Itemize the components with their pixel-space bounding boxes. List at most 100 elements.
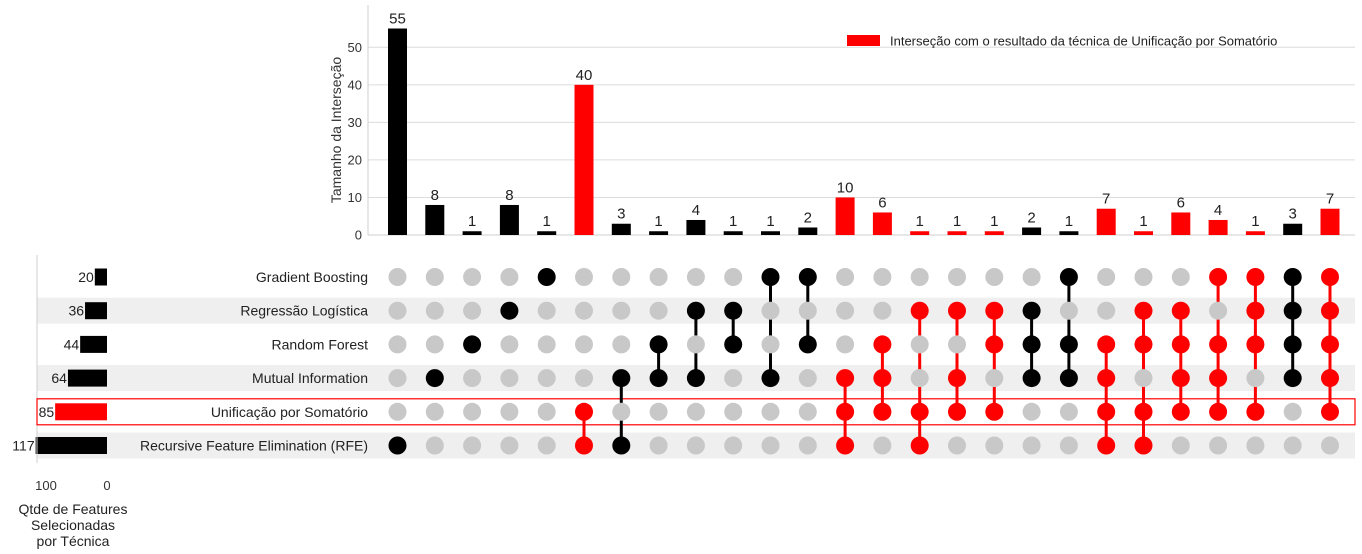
matrix-dot-inactive	[910, 335, 929, 354]
matrix-dot-active	[686, 301, 705, 320]
matrix-dot-active	[1059, 335, 1078, 354]
intersection-bar	[649, 231, 669, 235]
matrix-dot-inactive	[1134, 268, 1153, 286]
matrix-dot-inactive	[985, 436, 1004, 455]
matrix-dot-active	[985, 301, 1004, 320]
highlighted-set-box	[36, 398, 1356, 426]
matrix-dot-inactive	[761, 301, 780, 320]
matrix-dot-inactive	[425, 268, 444, 286]
set-size-labels: 20 36 44 64 85 117	[12, 269, 94, 454]
matrix-dot-active	[425, 369, 444, 388]
matrix-dot-active	[873, 335, 892, 354]
y-tick-label: 50	[348, 40, 362, 55]
intersection-bar	[574, 84, 594, 236]
matrix-dot-inactive	[873, 436, 892, 455]
matrix-dot-inactive	[1321, 436, 1339, 455]
matrix-dot-inactive	[425, 335, 444, 354]
matrix-dot-inactive	[1059, 436, 1078, 455]
intersection-bar	[425, 204, 445, 235]
matrix-dot-inactive	[612, 335, 631, 354]
matrix-dot-inactive	[500, 268, 519, 286]
intersection-bar	[1283, 223, 1303, 235]
y-tick-label: 30	[348, 115, 362, 130]
intersection-bar-label: 3	[1289, 206, 1297, 223]
set-size-axis-title-line: Qtde de Features	[19, 501, 128, 517]
matrix-dot-active	[1171, 335, 1190, 354]
matrix-dot-inactive	[1134, 369, 1153, 388]
matrix-dot-inactive	[1171, 268, 1190, 286]
matrix-dot-active	[836, 402, 855, 421]
matrix-dot-active	[1134, 335, 1153, 354]
matrix-dot-inactive	[1171, 436, 1190, 455]
intersection-bar-label: 1	[654, 213, 662, 230]
matrix-dot-inactive	[500, 369, 519, 388]
matrix-dot-active	[1097, 402, 1116, 421]
intersection-bar-label: 7	[1102, 191, 1110, 208]
matrix-dot-inactive	[1246, 369, 1265, 388]
intersection-bar-label: 2	[804, 209, 812, 226]
matrix-dot-active	[985, 402, 1004, 421]
intersection-bar-label: 2	[1027, 209, 1035, 226]
intersection-bar	[1134, 231, 1153, 235]
matrix-dot-active	[836, 369, 855, 388]
intersection-matrix	[388, 268, 1339, 455]
matrix-dot-active	[388, 436, 407, 455]
matrix-dot-inactive	[836, 268, 855, 286]
intersection-bar	[835, 197, 855, 235]
matrix-dot-active	[649, 369, 668, 388]
set-name: Mutual Information	[252, 370, 368, 386]
matrix-dot-active	[1246, 335, 1265, 354]
intersection-bar	[723, 231, 743, 235]
matrix-dot-inactive	[500, 335, 519, 354]
set-size-bar	[67, 369, 107, 387]
matrix-dot-active	[1321, 335, 1339, 354]
matrix-dot-active	[1283, 369, 1302, 388]
matrix-dot-inactive	[724, 369, 743, 388]
matrix-dot-inactive	[1283, 402, 1302, 421]
intersection-bar-label: 1	[953, 213, 961, 230]
intersection-bar	[1320, 208, 1340, 235]
intersection-bar-label: 55	[389, 11, 406, 28]
matrix-dot-active	[575, 436, 593, 455]
intersection-bar-label: 7	[1326, 191, 1334, 208]
matrix-dot-inactive	[612, 268, 631, 286]
matrix-dot-active	[1283, 301, 1302, 320]
matrix-dot-active	[1097, 335, 1116, 354]
matrix-dot-inactive	[686, 335, 705, 354]
set-size-tick-label: 0	[103, 478, 110, 493]
matrix-dot-inactive	[1022, 436, 1041, 455]
matrix-dot-active	[910, 436, 929, 455]
intersection-bar-labels: 55 8 1 8 1 40 3 1 4 1 1 2 10 6 1 1 1 2 1 7 1 6 4 1 3 7	[389, 11, 1334, 231]
intersection-bar-label: 40	[576, 67, 593, 84]
matrix-dot-inactive	[575, 369, 593, 388]
y-tick-label: 40	[348, 77, 362, 92]
matrix-dot-active	[798, 335, 817, 354]
matrix-dot-active	[798, 268, 817, 286]
matrix-dot-active	[1246, 402, 1265, 421]
intersection-bar	[1022, 227, 1042, 235]
intersection-bar-label: 6	[878, 194, 886, 211]
matrix-dot-inactive	[985, 268, 1004, 286]
matrix-dot-active	[1246, 268, 1265, 286]
matrix-dot-active	[910, 301, 929, 320]
matrix-dot-inactive	[798, 402, 817, 421]
matrix-dot-active	[836, 436, 855, 455]
intersection-bar	[686, 219, 706, 235]
y-gridlines	[368, 46, 1355, 198]
matrix-dot-active	[724, 335, 743, 354]
matrix-dot-inactive	[948, 436, 966, 455]
set-name: Gradient Boosting	[256, 269, 368, 285]
matrix-dot-active	[1209, 369, 1228, 388]
matrix-dot-active	[724, 301, 743, 320]
matrix-dot-active	[1209, 335, 1228, 354]
set-size-bars	[35, 268, 107, 454]
intersection-bar	[1171, 212, 1191, 235]
matrix-dot-active	[948, 301, 966, 320]
legend-swatch	[847, 35, 880, 46]
matrix-dot-inactive	[500, 402, 519, 421]
matrix-dot-inactive	[388, 402, 407, 421]
matrix-dot-inactive	[686, 402, 705, 421]
matrix-dot-inactive	[388, 335, 407, 354]
matrix-dot-active	[1134, 402, 1153, 421]
